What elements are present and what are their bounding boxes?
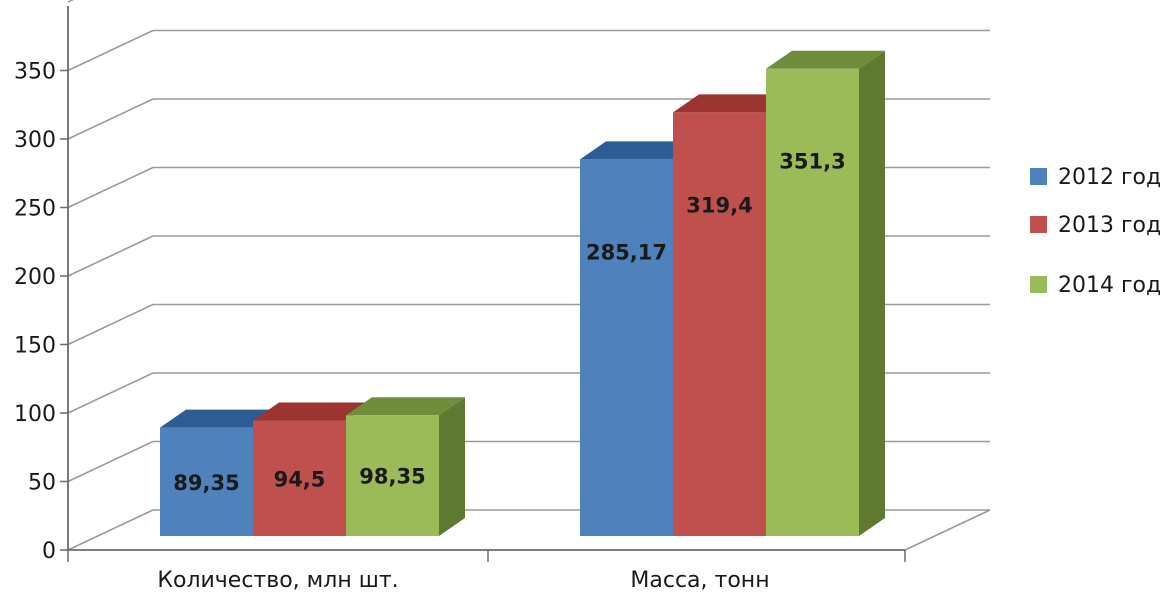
legend-label: 2013 год	[1058, 213, 1160, 238]
data-labels: 89,35 94,5 98,35 285,17 319,4 351,3	[173, 150, 845, 495]
bar-top	[766, 50, 885, 69]
category-label: Количество, млн шт.	[157, 568, 398, 593]
y-tick-label: 300	[14, 128, 56, 153]
bar	[580, 141, 699, 537]
legend-label: 2012 год	[1058, 165, 1160, 190]
legend-swatch	[1030, 168, 1047, 185]
bar-side	[859, 50, 885, 537]
legend-swatch	[1030, 216, 1047, 233]
y-tick-label: 0	[42, 539, 56, 564]
legend-item: 2012 год	[1030, 165, 1160, 190]
bar-top	[160, 409, 279, 428]
y-tick-label: 350	[14, 60, 56, 85]
bar	[766, 50, 885, 537]
category-label: Масса, тонн	[630, 568, 769, 593]
legend: 2012 год 2013 год 2014 год	[1030, 165, 1160, 298]
gridline-diagonal	[67, 372, 154, 414]
data-label: 285,17	[586, 240, 667, 264]
gridline-diagonal	[67, 98, 154, 140]
bar-top	[580, 141, 699, 160]
bar-front	[346, 415, 439, 536]
gridline-diagonal	[67, 440, 154, 483]
gridline-diagonal	[67, 235, 154, 277]
y-tick-label: 150	[14, 334, 56, 359]
y-tick-label: 200	[14, 265, 56, 290]
bar-top	[346, 397, 465, 416]
floor-right-edge	[904, 509, 991, 551]
bar-front	[253, 420, 346, 536]
bar-front	[766, 68, 859, 537]
legend-swatch	[1030, 276, 1047, 293]
bar	[346, 397, 465, 536]
data-label: 351,3	[779, 150, 845, 174]
legend-item: 2014 год	[1030, 273, 1160, 298]
y-tick-label: 50	[28, 471, 56, 496]
y-tick-label: 100	[14, 402, 56, 427]
data-label: 94,5	[274, 467, 326, 491]
bar-side	[439, 397, 465, 536]
legend-item: 2013 год	[1030, 213, 1160, 238]
bar	[673, 94, 792, 536]
gridline-diagonal	[67, 166, 154, 209]
bar-top	[673, 94, 792, 113]
bar-front	[580, 159, 673, 537]
gridline-diagonal	[67, 29, 154, 72]
bar-front	[673, 112, 766, 536]
data-label: 89,35	[173, 471, 239, 495]
gridline-diagonal	[67, 303, 154, 346]
bars	[160, 50, 885, 537]
bar	[160, 409, 279, 536]
axes: 0 50 100 150 200 250 300 350 Количество, млн шт.…	[14, 6, 906, 593]
gridline-diagonal	[67, 509, 154, 551]
y-tick-label: 250	[14, 197, 56, 222]
data-label: 319,4	[686, 193, 752, 217]
bar-top	[253, 402, 372, 421]
gridline-diagonal	[67, 0, 75, 3]
legend-label: 2014 год	[1058, 273, 1160, 298]
bar	[253, 402, 372, 536]
data-label: 98,35	[359, 465, 425, 489]
bar-front	[160, 427, 253, 536]
